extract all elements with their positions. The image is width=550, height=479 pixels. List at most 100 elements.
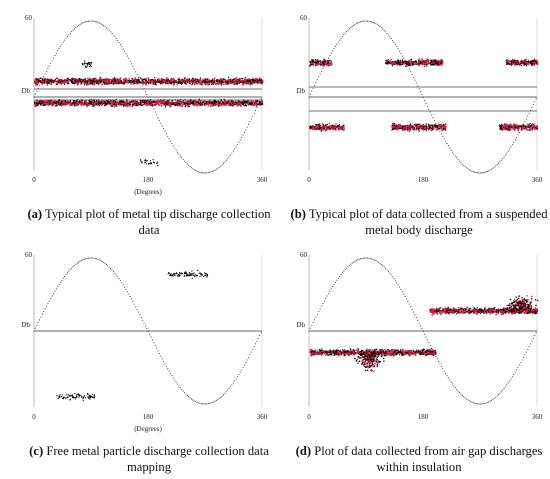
discharge-point [328, 62, 330, 65]
wave-point [472, 171, 474, 173]
wave-point [350, 27, 352, 29]
discharge-point [522, 63, 525, 65]
discharge-point [73, 104, 75, 106]
discharge-point [418, 58, 421, 60]
discharge-point [84, 78, 86, 80]
discharge-point [90, 103, 92, 105]
discharge-point [210, 80, 212, 82]
discharge-point [220, 78, 222, 80]
wave-point [190, 167, 192, 169]
discharge-point [125, 78, 128, 81]
discharge-point [75, 79, 78, 81]
discharge-point [256, 80, 258, 82]
discharge-point [246, 80, 248, 82]
discharge-point [321, 62, 324, 64]
discharge-point [399, 61, 401, 63]
wave-point [465, 167, 467, 169]
discharge-point [66, 78, 68, 81]
discharge-point [41, 78, 43, 80]
discharge-point [406, 129, 409, 131]
discharge-point [391, 126, 394, 128]
discharge-point [178, 104, 180, 106]
discharge-point [218, 102, 220, 104]
wave-point [249, 121, 251, 123]
discharge-point [89, 78, 91, 80]
discharge-point [68, 101, 70, 103]
wave-point [419, 91, 422, 93]
discharge-point [129, 102, 131, 104]
discharge-point [112, 82, 114, 84]
discharge-point [194, 80, 196, 83]
wave-point [506, 152, 508, 154]
discharge-point [425, 130, 428, 132]
discharge-point [112, 104, 115, 106]
discharge-point [52, 103, 55, 106]
discharge-point [398, 63, 400, 65]
discharge-point [185, 105, 187, 107]
discharge-cluster [34, 76, 264, 86]
discharge-point [222, 78, 224, 80]
wave-point [93, 20, 95, 22]
discharge-point [506, 63, 508, 65]
discharge-point [525, 60, 527, 62]
discharge-point [414, 127, 416, 129]
discharge-point [518, 62, 520, 64]
wave-point [361, 20, 363, 23]
discharge-point [73, 82, 76, 84]
discharge-point [197, 82, 199, 84]
discharge-point [172, 103, 174, 105]
discharge-point [136, 82, 139, 85]
discharge-point [210, 104, 212, 106]
discharge-point [338, 128, 340, 131]
discharge-point [239, 102, 242, 104]
discharge-point [50, 83, 52, 86]
discharge-point [247, 101, 249, 104]
discharge-point [75, 100, 78, 102]
discharge-point [148, 82, 150, 84]
discharge-point [78, 79, 80, 81]
discharge-point [188, 100, 190, 102]
discharge-point [428, 125, 430, 127]
discharge-point [233, 104, 235, 106]
discharge-point [79, 100, 81, 102]
discharge-point [228, 80, 231, 83]
discharge-point [107, 78, 109, 80]
discharge-point [189, 99, 191, 102]
wave-point [372, 21, 374, 24]
discharge-point [34, 103, 36, 105]
discharge-point [393, 122, 396, 125]
discharge-point [42, 80, 44, 82]
discharge-point [309, 127, 311, 129]
discharge-point [101, 99, 103, 101]
discharge-point [74, 105, 76, 107]
discharge-point [393, 125, 395, 127]
discharge-point [74, 100, 76, 103]
wave-point [248, 123, 250, 126]
discharge-point [150, 81, 152, 83]
discharge-cluster [391, 122, 447, 132]
discharge-point [399, 63, 401, 65]
discharge-point [507, 63, 510, 65]
discharge-point [253, 79, 255, 81]
discharge-point [153, 82, 155, 84]
discharge-point [393, 60, 396, 63]
discharge-point [135, 101, 137, 103]
discharge-point [227, 99, 230, 102]
wave-point [235, 146, 237, 148]
discharge-point [109, 99, 112, 101]
discharge-point [409, 125, 411, 128]
discharge-point [233, 80, 235, 82]
discharge-point [246, 81, 249, 84]
wave-point [87, 20, 89, 22]
discharge-point [259, 101, 261, 103]
discharge-point [437, 62, 439, 64]
discharge-point [241, 103, 243, 105]
discharge-point [194, 78, 197, 80]
wave-point [214, 169, 216, 171]
discharge-point [140, 103, 142, 105]
discharge-point [128, 81, 130, 84]
discharge-point [416, 63, 418, 65]
discharge-point [187, 105, 189, 108]
wave-point [200, 172, 202, 174]
wave-point [79, 23, 81, 26]
